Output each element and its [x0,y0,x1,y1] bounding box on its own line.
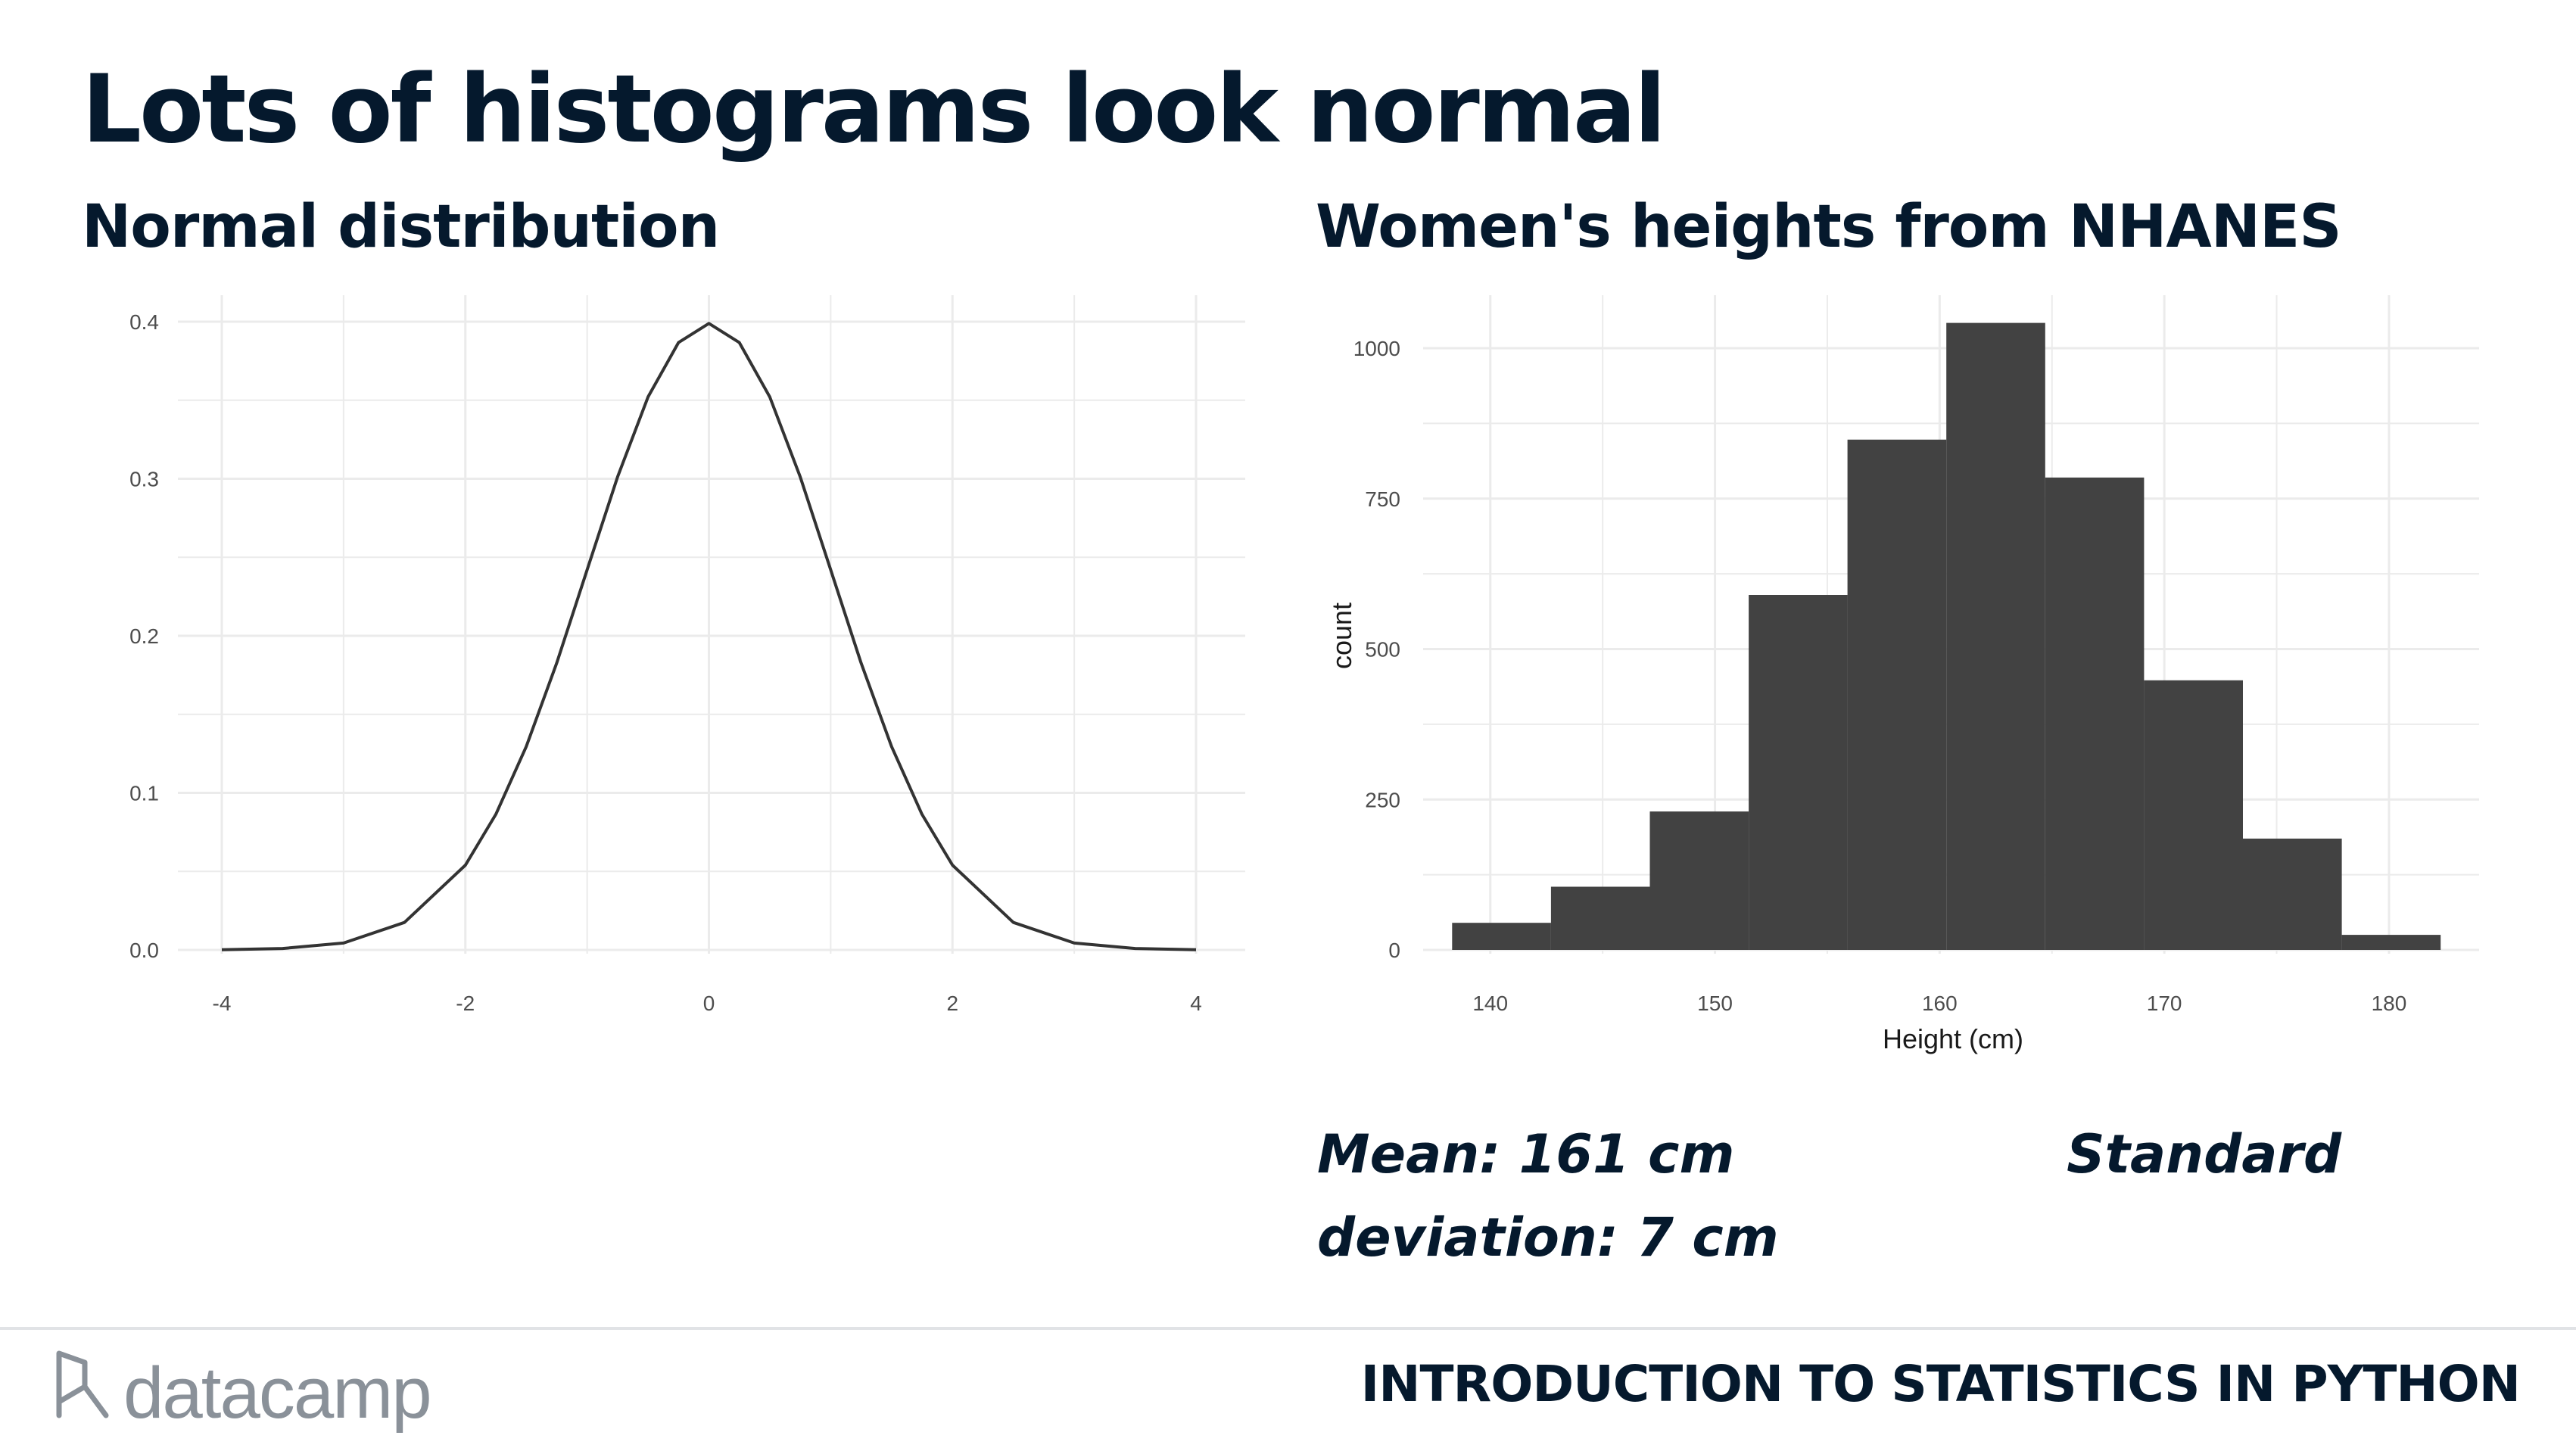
x-tick-label: -2 [456,992,475,1015]
y-tick-label: 0.1 [129,782,159,805]
histogram-bar [1946,322,2045,951]
x-axis-title: Height (cm) [1883,1023,2023,1054]
histogram-bar [1452,923,1551,950]
histogram-bar [1847,439,1947,950]
normal-chart-title: Normal distribution [82,193,720,261]
slide-title: Lots of histograms look normal [82,55,1666,164]
datacamp-logo-text: datacamp [123,1353,432,1434]
x-tick-label: -4 [213,992,232,1015]
x-tick-label: 170 [2147,992,2182,1015]
histogram-bar [2045,477,2145,950]
caption-sd: Standard deviation: 7 cm [1317,1123,2360,1269]
histogram-bar [1550,886,1650,950]
y-tick-label: 0 [1388,939,1400,962]
y-tick-label: 0.0 [129,939,159,962]
datacamp-logo: datacamp [51,1347,445,1434]
histogram-bar [1649,811,1749,950]
x-tick-label: 180 [2372,992,2407,1015]
footer-divider [0,1327,2576,1330]
histogram-bar [2144,680,2243,950]
y-tick-label: 1000 [1353,337,1400,360]
stats-caption: Mean: 161 cm Standard deviation: 7 cm [1317,1113,2377,1279]
normal-distribution-chart: -4 -2 0 2 4 0.0 0.1 0.2 0.3 0.4 [129,295,1245,1015]
x-tick-label: 2 [946,992,958,1015]
y-tick-label: 0.4 [129,310,159,334]
heights-histogram-chart: 140 150 160 170 180 0 250 500 750 1000 Height (cm)… [1326,295,2479,1054]
x-tick-label: 0 [703,992,715,1015]
x-tick-label: 140 [1472,992,1508,1015]
histogram-bar [2341,935,2441,950]
y-tick-label: 0.2 [129,624,159,648]
histogram-bar [2243,838,2342,950]
y-tick-label: 750 [1365,487,1400,511]
y-tick-label: 500 [1365,638,1400,662]
x-tick-label: 4 [1190,992,1202,1015]
datacamp-logo-icon [56,1350,109,1418]
caption-mean: Mean: 161 cm [1317,1123,1735,1185]
histogram-bar [1749,595,1848,950]
y-axis-title: count [1326,603,1357,669]
x-tick-label: 160 [1922,992,1958,1015]
density-curve [221,322,1197,951]
y-tick-label: 0.3 [129,468,159,491]
x-tick-label: 150 [1697,992,1733,1015]
course-name: INTRODUCTION TO STATISTICS IN PYTHON [1360,1355,2521,1413]
y-tick-label: 250 [1365,788,1400,811]
histogram-chart-title: Women's heights from NHANES [1316,193,2341,261]
